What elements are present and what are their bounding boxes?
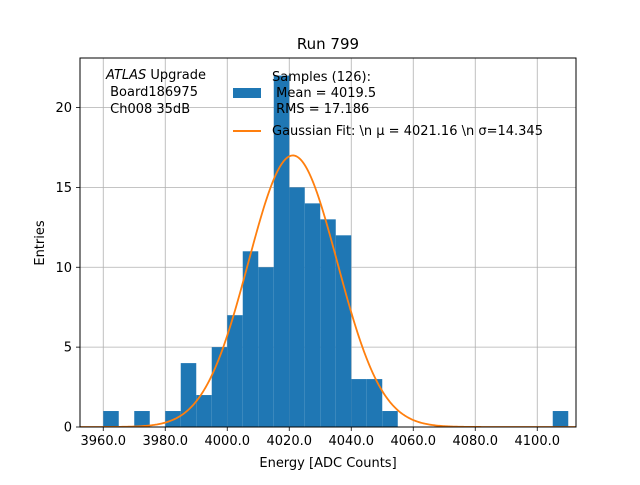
y-axis-title: Entries bbox=[33, 220, 48, 266]
histogram-bar bbox=[320, 219, 336, 427]
legend-samples-line-1: Samples (126): bbox=[272, 70, 371, 85]
annotation-line-2: Board186975 bbox=[106, 85, 198, 100]
annotation-line-1: ATLAS Upgrade bbox=[105, 68, 206, 83]
x-tick-label: 3960.0 bbox=[81, 434, 127, 449]
histogram-bar bbox=[304, 203, 321, 427]
annotation-upgrade: Upgrade bbox=[146, 68, 206, 83]
y-tick-label: 0 bbox=[64, 421, 72, 436]
annotation-line-3: Ch008 35dB bbox=[106, 102, 190, 117]
plot-frame bbox=[79, 57, 577, 428]
histogram-bar bbox=[103, 411, 119, 427]
legend-samples-line-3: RMS = 17.186 bbox=[272, 102, 369, 117]
y-axis-ticks: 0 5 10 15 20 bbox=[55, 101, 80, 436]
x-tick-label: 4040.0 bbox=[329, 434, 375, 449]
histogram-bar bbox=[180, 363, 197, 427]
y-tick-label: 15 bbox=[55, 181, 72, 196]
x-tick-label: 4080.0 bbox=[453, 434, 499, 449]
histogram-bars bbox=[103, 75, 569, 428]
chart-title: Run 799 bbox=[297, 35, 359, 53]
histogram-bar bbox=[552, 411, 569, 427]
x-axis-title: Energy [ADC Counts] bbox=[259, 456, 396, 471]
y-tick-label: 10 bbox=[55, 261, 72, 276]
histogram-bar bbox=[273, 75, 290, 428]
x-tick-label: 4020.0 bbox=[267, 434, 313, 449]
histogram-bar bbox=[196, 395, 212, 427]
histogram-bar bbox=[242, 251, 259, 427]
histogram-bar bbox=[289, 187, 305, 427]
histogram-bar bbox=[227, 315, 243, 427]
legend-histogram-swatch bbox=[233, 88, 261, 98]
annotation-block: ATLAS Upgrade Board186975 Ch008 35dB bbox=[105, 68, 206, 117]
x-tick-label: 4060.0 bbox=[391, 434, 437, 449]
annotation-atlas: ATLAS bbox=[105, 68, 146, 83]
histogram-bar bbox=[134, 411, 150, 427]
y-tick-label: 5 bbox=[64, 341, 72, 356]
legend-fit-label: Gaussian Fit: \n μ = 4021.16 \n σ=14.345 bbox=[272, 124, 543, 139]
histogram-bar bbox=[335, 235, 352, 427]
y-tick-label: 20 bbox=[55, 101, 72, 116]
x-axis-ticks: 3960.0 3980.0 4000.0 4020.0 4040.0 4060.0 4080… bbox=[81, 427, 561, 449]
histogram-bar bbox=[382, 411, 398, 427]
histogram-bar bbox=[258, 267, 274, 427]
x-tick-label: 3980.0 bbox=[143, 434, 189, 449]
histogram-bar bbox=[366, 379, 383, 427]
legend: Samples (126): Mean = 4019.5 RMS = 17.18… bbox=[233, 70, 543, 139]
x-tick-label: 4100.0 bbox=[515, 434, 561, 449]
histogram-bar bbox=[351, 379, 367, 427]
x-tick-label: 4000.0 bbox=[205, 434, 251, 449]
legend-samples-line-2: Mean = 4019.5 bbox=[272, 86, 376, 101]
